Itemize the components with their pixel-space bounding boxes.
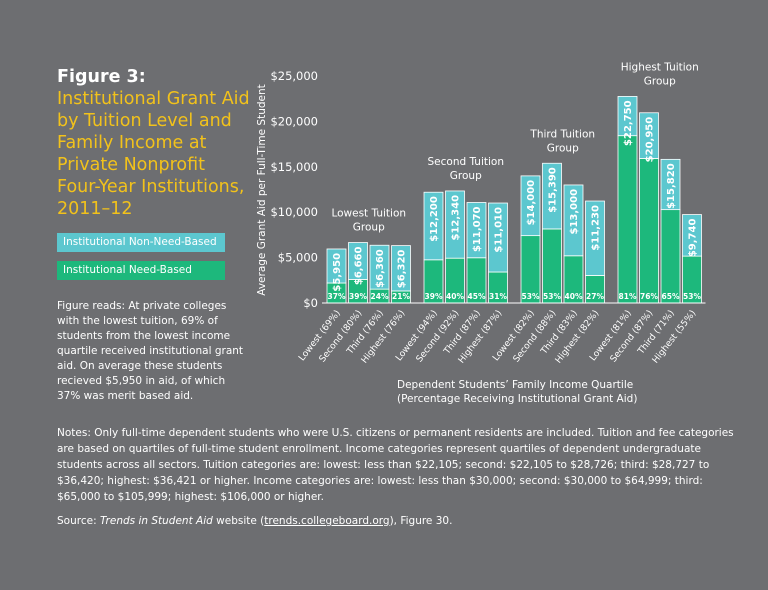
share-label: 39% — [425, 292, 443, 301]
bar-segment — [682, 214, 702, 257]
group-label-line: Second Tuition — [428, 156, 504, 168]
bar-segment — [369, 244, 390, 290]
x-axis-label: (Percentage Receiving Institutional Gran… — [397, 393, 637, 405]
bar-segment — [617, 96, 638, 137]
group-label: Third Tuition Group — [529, 128, 595, 154]
group-label-line: Lowest Tuition — [331, 208, 406, 220]
group-label: Lowest Tuition Group — [331, 208, 406, 234]
group-label: Highest Tuition Group — [621, 61, 699, 87]
total-label: $11,010 — [494, 207, 505, 253]
bar-segment — [660, 209, 681, 304]
total-label: $13,000 — [569, 189, 580, 235]
y-tick-label: $5,000 — [278, 251, 318, 265]
y-tick-label: $25,000 — [270, 69, 318, 83]
share-label: 53% — [543, 292, 561, 301]
share-label: 76% — [640, 292, 658, 301]
bar-segment — [585, 200, 605, 276]
bar-segment — [542, 162, 562, 230]
total-label: $6,320 — [397, 250, 408, 289]
y-axis-label: Average Grant Aid per Full-Time Student — [256, 84, 268, 295]
total-label: $9,740 — [688, 219, 699, 258]
total-label: $12,200 — [429, 196, 440, 242]
bar-segment — [466, 202, 487, 259]
share-label: 24% — [371, 292, 389, 301]
total-label: $15,390 — [548, 167, 559, 213]
share-label: 21% — [392, 292, 410, 301]
share-label: 65% — [662, 292, 680, 301]
source-link: trends.collegeboard.org — [264, 515, 390, 527]
y-tick-label: $0 — [303, 296, 318, 310]
x-axis-label: Dependent Students’ Family Income Quarti… — [397, 379, 633, 391]
group-label-line: Group — [450, 170, 482, 182]
share-label: 37% — [328, 292, 346, 301]
share-label: 53% — [683, 292, 701, 301]
total-label: $11,230 — [591, 205, 602, 251]
total-label: $20,950 — [645, 117, 656, 163]
share-label: 39% — [349, 292, 367, 301]
bar-segment — [423, 191, 444, 261]
bar-segment — [445, 190, 465, 259]
notes: Notes: Only full-time dependent students… — [57, 427, 734, 503]
share-label: 53% — [522, 292, 540, 301]
share-label: 40% — [565, 292, 583, 301]
total-label: $6,660 — [354, 246, 365, 285]
total-label: $15,820 — [666, 163, 677, 209]
y-tick-label: $10,000 — [270, 205, 318, 219]
bar-segment — [520, 175, 541, 237]
bar-segment — [348, 242, 368, 280]
source-suffix: ), Figure 30. — [389, 515, 453, 527]
bar-segment — [391, 245, 411, 292]
share-label: 45% — [468, 292, 486, 301]
group-label-line: Group — [547, 142, 579, 154]
figure-title: Figure 3: Institutional Grant Aid by Tui… — [57, 66, 252, 220]
total-label: $11,070 — [472, 206, 483, 252]
total-label: $6,360 — [375, 249, 386, 288]
legend-item: Institutional Need-Based — [57, 261, 225, 280]
source: Source: Trends in Student Aid website (t… — [57, 515, 452, 527]
figure-reads: Figure reads: At private colleges with t… — [57, 300, 244, 402]
group-label: Second Tuition Group — [428, 156, 504, 182]
share-label: 81% — [619, 292, 637, 301]
share-label: 27% — [586, 292, 604, 301]
bar-segment — [563, 184, 584, 257]
total-label: $22,750 — [623, 100, 634, 146]
chart-title: Institutional Grant Aid by Tuition Level… — [57, 89, 250, 219]
figure-label: Figure 3: — [57, 67, 146, 87]
bar-segment — [617, 135, 638, 304]
group-label-line: Third Tuition — [529, 128, 595, 140]
group-label-line: Group — [644, 75, 676, 87]
total-label: $14,000 — [526, 180, 537, 226]
source-prefix: Source: — [57, 515, 100, 527]
bar-segment — [326, 248, 347, 284]
total-label: $5,950 — [332, 253, 343, 292]
group-label-line: Highest Tuition — [621, 61, 699, 73]
y-tick-label: $15,000 — [270, 160, 318, 174]
group-label-line: Group — [353, 222, 385, 234]
share-label: 31% — [489, 292, 507, 301]
legend-item: Institutional Non-Need-Based — [57, 233, 225, 252]
chart: $0 $5,000 $10,000 $15,000 $20,000 $25,000Aver… — [256, 61, 706, 405]
bar-segment — [488, 202, 508, 273]
source-middle: website ( — [212, 515, 265, 527]
y-tick-label: $20,000 — [270, 114, 318, 128]
share-label: 40% — [446, 292, 464, 301]
source-title: Trends in Student Aid — [99, 515, 213, 527]
total-label: $12,340 — [451, 195, 462, 241]
bar-segment — [639, 158, 659, 304]
bar-segment — [660, 158, 681, 211]
bar-segment — [639, 112, 659, 159]
